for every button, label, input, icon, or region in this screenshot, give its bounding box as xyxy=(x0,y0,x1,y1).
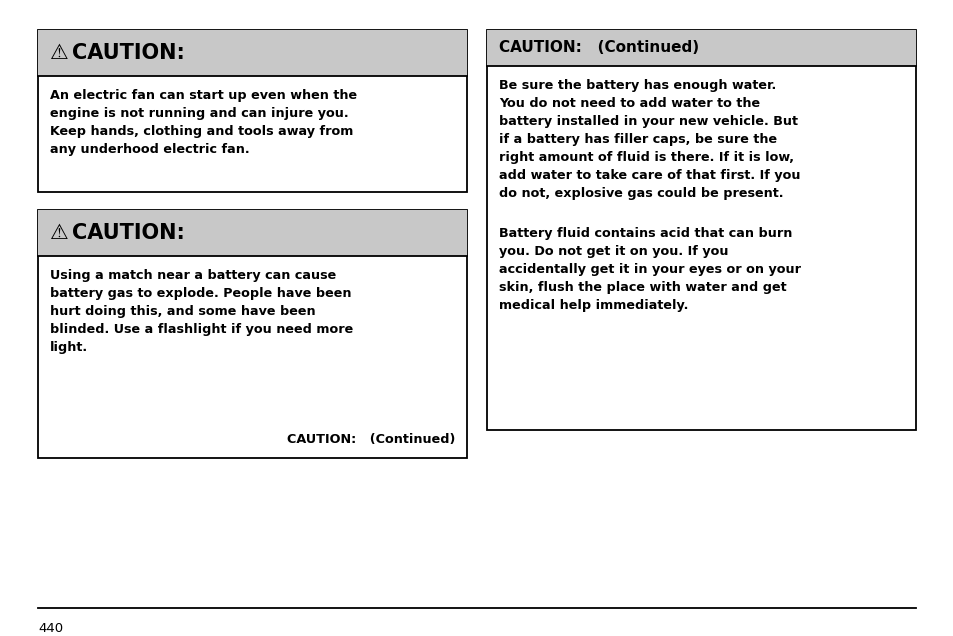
Text: 440: 440 xyxy=(38,622,63,635)
Text: CAUTION:   (Continued): CAUTION: (Continued) xyxy=(286,433,455,446)
Bar xyxy=(486,30,915,430)
Bar xyxy=(38,30,467,76)
Text: CAUTION:: CAUTION: xyxy=(71,223,185,243)
Bar xyxy=(38,210,467,458)
Text: ⚠: ⚠ xyxy=(50,43,69,63)
Bar xyxy=(486,30,915,66)
Bar xyxy=(38,30,467,192)
Bar xyxy=(38,210,467,256)
Text: CAUTION:   (Continued): CAUTION: (Continued) xyxy=(498,41,699,55)
Text: CAUTION:: CAUTION: xyxy=(71,43,185,63)
Text: Battery fluid contains acid that can burn
you. Do not get it on you. If you
acci: Battery fluid contains acid that can bur… xyxy=(498,227,801,312)
Text: ⚠: ⚠ xyxy=(50,223,69,243)
Text: An electric fan can start up even when the
engine is not running and can injure : An electric fan can start up even when t… xyxy=(50,89,356,156)
Text: Using a match near a battery can cause
battery gas to explode. People have been
: Using a match near a battery can cause b… xyxy=(50,269,353,354)
Text: Be sure the battery has enough water.
You do not need to add water to the
batter: Be sure the battery has enough water. Yo… xyxy=(498,79,800,200)
